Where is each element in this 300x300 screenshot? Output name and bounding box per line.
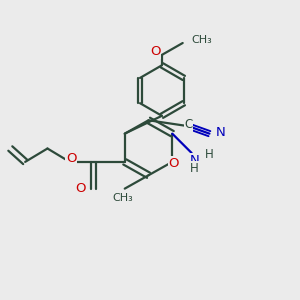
Text: H: H — [205, 148, 214, 161]
Text: N: N — [190, 154, 200, 167]
Text: O: O — [150, 45, 160, 58]
Text: C: C — [184, 118, 193, 131]
Text: N: N — [215, 126, 225, 139]
Text: H: H — [190, 162, 199, 175]
Text: CH₃: CH₃ — [113, 193, 134, 202]
Text: O: O — [76, 182, 86, 194]
Text: O: O — [169, 157, 179, 170]
Text: O: O — [66, 152, 76, 165]
Text: CH₃: CH₃ — [191, 35, 212, 45]
